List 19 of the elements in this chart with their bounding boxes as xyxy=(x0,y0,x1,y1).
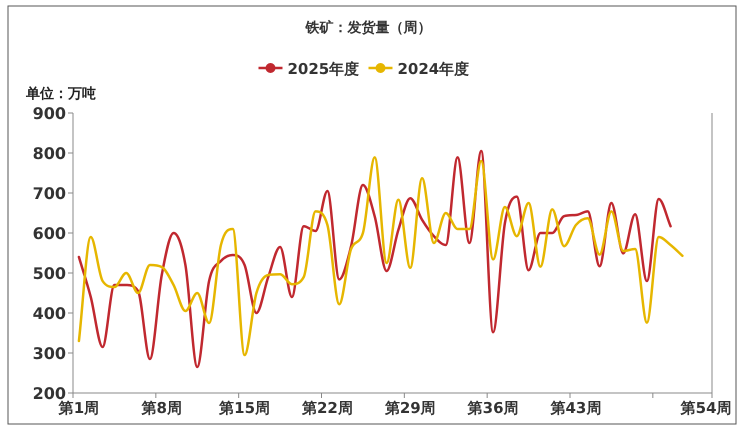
x-tick-label: 第8周 xyxy=(140,399,182,417)
x-tick-label: 第1周 xyxy=(58,399,100,417)
chart-title: 铁矿：发货量（周） xyxy=(304,19,432,36)
y-tick-label: 300 xyxy=(32,344,66,363)
legend-label: 2024年度 xyxy=(398,60,470,78)
y-tick-label: 700 xyxy=(32,184,66,203)
y-axis-title: 单位：万吨 xyxy=(25,86,96,102)
legend-label: 2025年度 xyxy=(288,60,360,78)
x-tick-label: 第36周 xyxy=(466,399,519,417)
x-tick-label: 第54周 xyxy=(680,399,732,417)
x-tick-label: 第43周 xyxy=(549,399,602,417)
y-tick-label: 600 xyxy=(32,224,66,243)
y-tick-label: 500 xyxy=(32,264,66,283)
y-tick-label: 800 xyxy=(32,144,66,163)
y-tick-label: 900 xyxy=(32,104,66,123)
x-tick-label: 第15周 xyxy=(218,399,270,417)
x-tick-label: 第29周 xyxy=(384,399,436,417)
y-tick-label: 400 xyxy=(32,304,66,323)
x-tick-label: 第22周 xyxy=(300,399,353,417)
